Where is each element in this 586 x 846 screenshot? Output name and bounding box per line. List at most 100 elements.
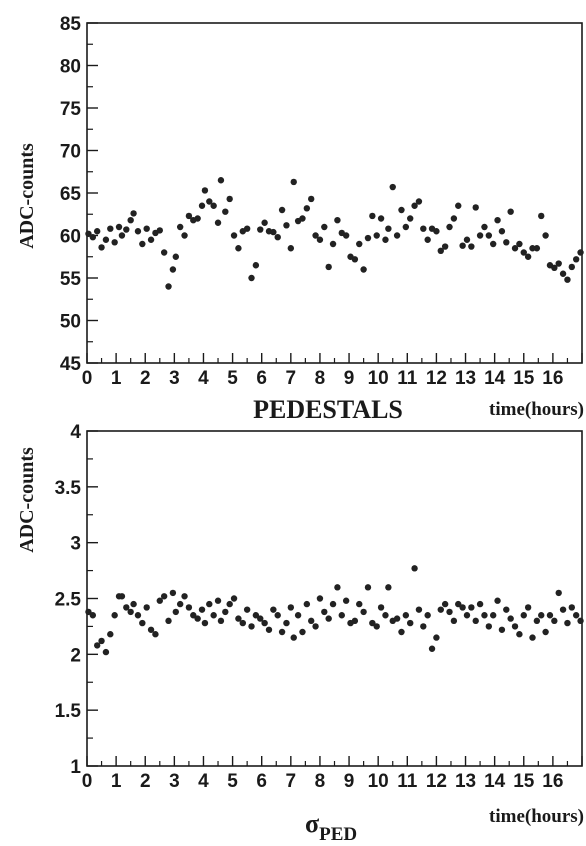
sigma-ped-data-point — [329, 600, 337, 608]
pedestals-data-point — [102, 236, 110, 243]
pedestals-data-point — [472, 204, 479, 211]
sigma-ped-x-tick-label: 12 — [426, 771, 447, 792]
pedestals-x-tick-label: 12 — [426, 368, 447, 389]
sigma-ped-x-tick-label: 0 — [82, 771, 93, 792]
pedestals-data-point — [382, 236, 389, 243]
sigma-ped-data-point — [111, 612, 118, 619]
sigma-ped-y-tick-label: 3.5 — [55, 478, 82, 499]
sigma-ped-x-tick-label: 8 — [315, 771, 326, 792]
pedestals-data-point — [201, 187, 209, 194]
sigma-ped-data-point — [360, 608, 367, 616]
pedestals-data-point — [308, 195, 315, 203]
sigma-ped-data-point — [243, 606, 251, 613]
sigma-ped-panel: 11.522.533.54 0 1 2 3 4 5 6 7 8 9 10 11 12 13 14 15 16 A… — [16, 422, 584, 845]
pedestals-data-point — [411, 202, 418, 209]
pedestals-data-point — [274, 234, 281, 241]
sigma-ped-data-point — [369, 619, 376, 627]
pedestals-data-point — [185, 212, 193, 220]
sigma-ped-data-point — [257, 615, 264, 622]
pedestals-data-point — [176, 223, 184, 231]
sigma-ped-data-point — [402, 612, 410, 619]
pedestals-data-point — [511, 245, 519, 252]
pedestals-data-point — [356, 240, 363, 248]
pedestals-data-point — [481, 223, 488, 231]
pedestals-data-point — [424, 236, 431, 243]
sigma-ped-data-point — [185, 604, 193, 611]
pedestals-data-point — [489, 240, 497, 248]
pedestals-data-point — [169, 266, 177, 273]
pedestals-data-point — [389, 183, 396, 191]
pedestals-data-point — [524, 253, 532, 260]
sigma-ped-data-point — [270, 606, 277, 613]
pedestals-x-tick-label: 5 — [227, 368, 238, 389]
pedestals-data-point — [485, 232, 493, 239]
sigma-ped-x-tick-label: 9 — [344, 771, 355, 792]
pedestals-data-point — [459, 242, 466, 249]
sigma-ped-data-point — [98, 637, 105, 645]
sigma-ped-data-point — [217, 617, 225, 625]
sigma-ped-data-point — [294, 612, 302, 619]
sigma-ped-data-point — [398, 628, 405, 636]
sigma-ped-data-point — [118, 593, 126, 600]
pedestals-data-point — [559, 270, 567, 277]
pedestals-data-point — [222, 208, 229, 215]
sigma-ped-data-point — [572, 612, 580, 619]
pedestals-data-point — [98, 244, 105, 251]
pedestals-x-axis-label: time(hours) — [489, 399, 584, 420]
sigma-ped-x-tick-label: 16 — [542, 771, 563, 792]
pedestals-data-point — [494, 217, 501, 224]
sigma-ped-data-point — [239, 619, 246, 627]
pedestals-data-point — [134, 228, 142, 235]
pedestals-data-point — [377, 215, 385, 222]
sigma-ped-x-tick-label: 15 — [513, 771, 535, 792]
sigma-ped-y-tick-label: 4 — [70, 422, 81, 443]
sigma-ped-data-point — [265, 626, 273, 633]
pedestals-x-tick-label: 0 — [82, 368, 93, 389]
pedestals-data-point — [115, 223, 123, 231]
pedestals-data-point — [172, 253, 180, 260]
sigma-ped-data-point — [577, 617, 584, 625]
pedestals-data-point — [437, 247, 444, 254]
pedestals-data-point — [261, 219, 268, 226]
pedestals-data-point — [402, 223, 410, 231]
pedestals-data-point — [542, 232, 549, 239]
sigma-ped-data-point — [235, 615, 242, 622]
pedestals-y-ticks: 45 50 55 60 65 70 75 80 85 — [60, 14, 98, 375]
sigma-ped-data-point — [342, 597, 350, 604]
pedestals-data-point — [130, 210, 137, 217]
pedestals-data-point — [568, 263, 576, 271]
pedestals-data-point — [329, 240, 337, 248]
sigma-ped-data-point — [248, 623, 255, 630]
pedestals-x-tick-label: 10 — [368, 368, 389, 389]
sigma-ped-data-point — [377, 604, 385, 611]
sigma-ped-y-tick-label: 1 — [70, 757, 81, 778]
sigma-ped-data-point — [516, 631, 523, 638]
sigma-ped-y-ticks: 1 1.5 2 2.5 3 3.5 4 — [55, 422, 98, 778]
sigma-ped-x-tick-label: 2 — [140, 771, 151, 792]
pedestals-data-point — [498, 228, 506, 235]
pedestals-data-point — [385, 225, 392, 232]
pedestals-data-point — [398, 206, 405, 214]
sigma-ped-data-point — [459, 604, 466, 611]
pedestals-data-point — [181, 232, 188, 239]
pedestals-data-point — [433, 228, 440, 235]
sigma-ped-x-axis-label: time(hours) — [489, 806, 584, 827]
sigma-ped-data-point — [446, 608, 453, 616]
sigma-ped-data-point — [143, 604, 150, 611]
sigma-ped-data-point — [198, 606, 206, 613]
sigma-ped-data-point — [455, 600, 462, 608]
pedestals-data-point — [393, 232, 401, 239]
sigma-ped-data-point — [321, 608, 328, 616]
sigma-ped-data-point — [472, 617, 479, 625]
sigma-ped-data-point — [524, 604, 532, 611]
sigma-ped-data-point — [299, 628, 306, 636]
sigma-ped-data-point — [165, 617, 172, 625]
sigma-ped-data-point — [533, 617, 541, 625]
pedestals-x-tick-label: 9 — [344, 368, 355, 389]
sigma-ped-data-point — [123, 604, 130, 611]
sigma-ped-data-point — [507, 615, 514, 622]
pedestals-y-tick-label: 70 — [60, 142, 81, 163]
pedestals-x-tick-label: 7 — [286, 368, 297, 389]
pedestals-data-point — [420, 225, 427, 232]
